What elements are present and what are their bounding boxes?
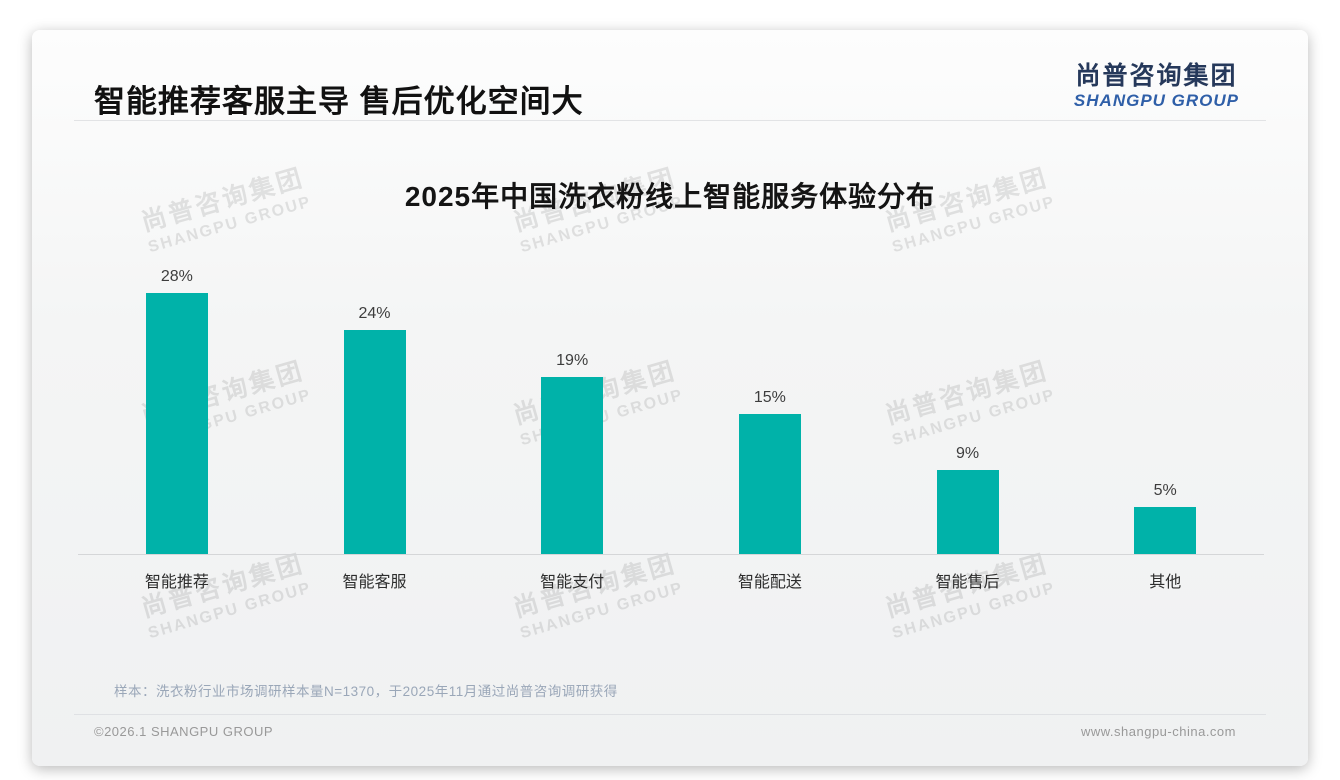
x-axis-tick-label: 其他	[1149, 574, 1182, 591]
bar-column: 19%	[473, 352, 671, 554]
x-axis-tick-label: 智能客服	[342, 574, 407, 591]
sample-note: 样本：洗衣粉行业市场调研样本量N=1370，于2025年11月通过尚普咨询调研获…	[114, 684, 618, 699]
page-title: 智能推荐客服主导 售后优化空间大	[94, 84, 584, 119]
chart-title: 2025年中国洗衣粉线上智能服务体验分布	[404, 181, 936, 212]
logo-text-cn: 尚普咨询集团	[1075, 62, 1238, 90]
x-axis-tick-label: 智能售后	[935, 574, 1000, 591]
bar-column: 9%	[869, 445, 1067, 554]
bar-智能支付	[541, 377, 604, 554]
plot-area: 28% 24% 19% 15% 9% 5%	[78, 268, 1264, 554]
slide-card: 尚普咨询集团 SHANGPU GROUP 尚普咨询集团 SHANGPU GROUP 尚普…	[32, 30, 1308, 766]
x-axis-tick-label: 智能配送	[737, 574, 802, 591]
bar-智能推荐	[145, 293, 208, 554]
company-logo: 尚普咨询集团 SHANGPU GROUP	[1074, 62, 1239, 110]
bar-value-label: 28%	[160, 268, 193, 285]
website-url: www.shangpu-china.com	[1080, 724, 1236, 739]
bar-value-label: 24%	[358, 305, 391, 322]
x-axis-labels: 智能推荐 智能客服 智能支付 智能配送 智能售后 其他	[78, 568, 1264, 592]
bar-value-label: 19%	[556, 352, 589, 369]
bar-其他	[1134, 507, 1197, 554]
bar-chart: 28% 24% 19% 15% 9% 5% 智能推荐 智能客服 智能支付 智能配送 智能售后 其他	[78, 268, 1264, 592]
bar-智能售后	[936, 470, 999, 554]
x-axis-tick-label: 智能支付	[540, 574, 605, 591]
footer: ©2026.1 SHANGPU GROUP www.shangpu-china.…	[94, 724, 1236, 739]
bar-智能配送	[738, 414, 801, 554]
copyright-text: ©2026.1 SHANGPU GROUP	[94, 724, 274, 739]
bar-column: 15%	[671, 389, 869, 554]
footer-divider	[74, 714, 1266, 715]
x-axis-line	[78, 554, 1264, 555]
header-divider	[74, 120, 1266, 121]
x-axis-tick-label: 智能推荐	[144, 574, 209, 591]
bar-智能客服	[343, 330, 406, 554]
bar-column: 28%	[78, 268, 276, 554]
bar-value-label: 15%	[753, 389, 786, 406]
bar-value-label: 5%	[1153, 482, 1177, 499]
logo-text-en: SHANGPU GROUP	[1073, 90, 1239, 110]
bar-column: 5%	[1066, 482, 1264, 554]
bar-column: 24%	[276, 305, 474, 554]
bar-value-label: 9%	[955, 445, 980, 462]
